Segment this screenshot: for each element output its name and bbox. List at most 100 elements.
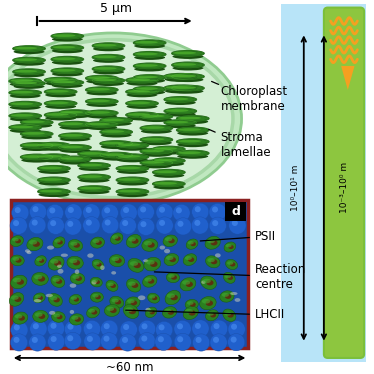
Ellipse shape	[126, 81, 157, 86]
Circle shape	[137, 203, 154, 221]
Ellipse shape	[73, 260, 80, 266]
Circle shape	[46, 204, 64, 222]
Ellipse shape	[142, 161, 165, 164]
Ellipse shape	[86, 110, 118, 116]
Ellipse shape	[228, 245, 234, 249]
Ellipse shape	[118, 190, 141, 192]
Ellipse shape	[92, 239, 99, 243]
Ellipse shape	[86, 102, 117, 107]
Circle shape	[32, 220, 38, 226]
Ellipse shape	[13, 46, 45, 52]
Ellipse shape	[116, 177, 149, 183]
Ellipse shape	[132, 283, 138, 288]
Circle shape	[177, 323, 183, 329]
Ellipse shape	[135, 64, 158, 67]
Ellipse shape	[101, 119, 124, 121]
Ellipse shape	[57, 240, 63, 245]
Ellipse shape	[100, 152, 132, 158]
Ellipse shape	[52, 312, 65, 322]
Ellipse shape	[87, 254, 94, 258]
Ellipse shape	[10, 255, 24, 266]
Circle shape	[227, 204, 244, 221]
Ellipse shape	[86, 79, 117, 84]
Circle shape	[214, 323, 220, 329]
Ellipse shape	[38, 166, 70, 171]
Ellipse shape	[207, 312, 214, 316]
Ellipse shape	[172, 77, 203, 82]
Ellipse shape	[47, 246, 54, 249]
Ellipse shape	[128, 113, 150, 116]
Ellipse shape	[178, 140, 201, 142]
Ellipse shape	[140, 148, 173, 154]
Ellipse shape	[95, 280, 100, 284]
Ellipse shape	[52, 72, 83, 76]
Ellipse shape	[100, 117, 132, 123]
Ellipse shape	[146, 260, 155, 265]
Ellipse shape	[128, 101, 150, 104]
Ellipse shape	[13, 61, 45, 66]
Ellipse shape	[11, 275, 27, 289]
Ellipse shape	[211, 259, 217, 264]
Ellipse shape	[186, 239, 198, 249]
Ellipse shape	[91, 277, 102, 287]
Ellipse shape	[51, 45, 84, 50]
Ellipse shape	[21, 154, 53, 160]
Ellipse shape	[45, 89, 77, 95]
Ellipse shape	[128, 258, 144, 272]
Ellipse shape	[39, 143, 62, 146]
Ellipse shape	[205, 310, 218, 321]
Ellipse shape	[49, 311, 55, 315]
Ellipse shape	[10, 79, 33, 82]
Ellipse shape	[154, 159, 177, 162]
Ellipse shape	[48, 294, 62, 306]
Ellipse shape	[34, 299, 41, 303]
Ellipse shape	[70, 314, 84, 325]
Ellipse shape	[39, 181, 70, 186]
Ellipse shape	[177, 116, 209, 122]
Ellipse shape	[177, 119, 208, 124]
Ellipse shape	[164, 254, 179, 266]
Ellipse shape	[38, 188, 70, 194]
Ellipse shape	[142, 138, 165, 141]
Circle shape	[156, 204, 173, 221]
Ellipse shape	[79, 178, 110, 183]
Ellipse shape	[111, 298, 119, 303]
Ellipse shape	[202, 299, 210, 304]
Ellipse shape	[101, 142, 124, 144]
Ellipse shape	[39, 190, 62, 192]
Ellipse shape	[25, 249, 30, 253]
Ellipse shape	[116, 154, 149, 160]
Circle shape	[140, 221, 147, 227]
Bar	[281, 4, 366, 362]
Ellipse shape	[45, 104, 76, 109]
Ellipse shape	[45, 81, 76, 86]
Ellipse shape	[166, 272, 180, 283]
Ellipse shape	[52, 60, 83, 65]
Circle shape	[30, 320, 47, 337]
Ellipse shape	[59, 148, 91, 153]
Ellipse shape	[141, 152, 172, 157]
Ellipse shape	[145, 308, 151, 312]
Ellipse shape	[9, 113, 42, 119]
Ellipse shape	[91, 237, 105, 248]
Ellipse shape	[178, 128, 201, 131]
Circle shape	[64, 218, 82, 235]
Ellipse shape	[59, 122, 91, 127]
Circle shape	[173, 204, 190, 221]
Ellipse shape	[92, 279, 98, 282]
Ellipse shape	[52, 278, 60, 282]
Ellipse shape	[15, 47, 37, 49]
Ellipse shape	[172, 62, 204, 68]
Ellipse shape	[135, 76, 158, 79]
Ellipse shape	[29, 240, 37, 245]
Ellipse shape	[115, 300, 121, 304]
Ellipse shape	[115, 236, 121, 241]
Ellipse shape	[115, 258, 122, 263]
Ellipse shape	[126, 234, 141, 248]
Ellipse shape	[141, 129, 172, 134]
Ellipse shape	[101, 156, 132, 161]
Ellipse shape	[21, 142, 53, 148]
Ellipse shape	[164, 249, 170, 253]
Ellipse shape	[86, 125, 117, 130]
Ellipse shape	[50, 259, 58, 264]
